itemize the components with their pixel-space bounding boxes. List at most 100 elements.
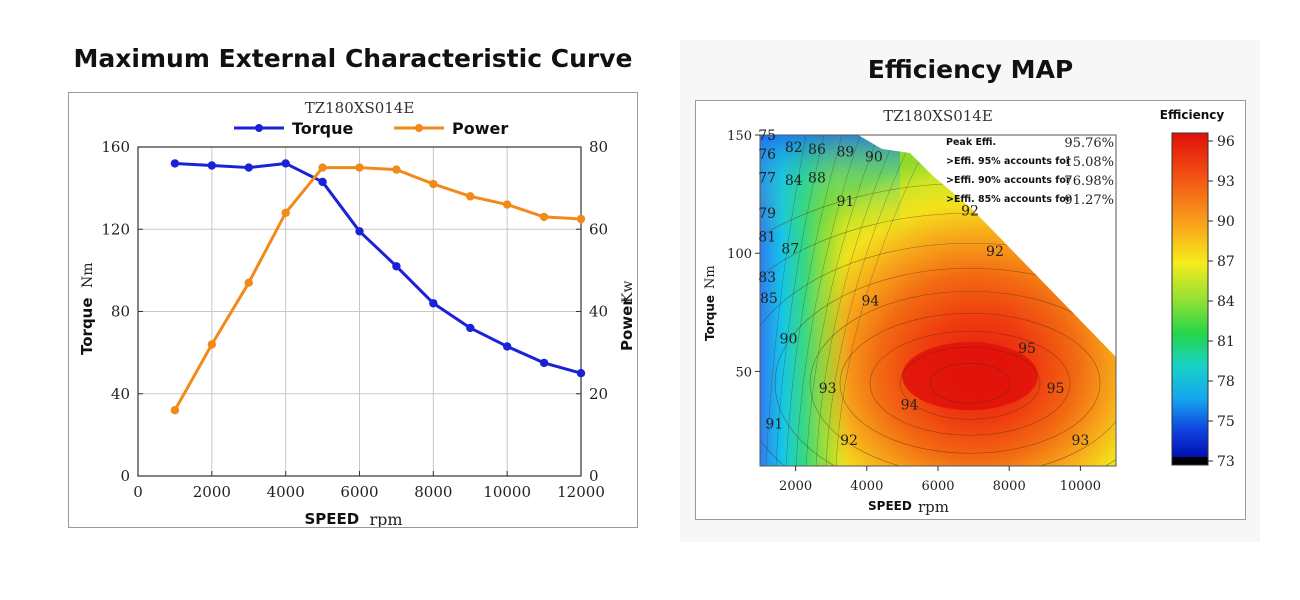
x-tick-label: 0 xyxy=(133,483,143,501)
contour-line xyxy=(795,135,861,466)
torque-power-chart: 0 2000 4000 6000 8000 10000 120000408012016002… xyxy=(78,99,636,529)
contour-label: 87 xyxy=(781,241,799,257)
contour-label: 93 xyxy=(819,381,837,397)
x-axis-unit: rpm xyxy=(370,510,403,527)
stat-value: 76.98% xyxy=(1064,174,1114,189)
low-efficiency-top-band xyxy=(760,135,900,235)
contour-label: 92 xyxy=(986,244,1004,260)
x-tick-label: 10000 xyxy=(483,483,531,501)
x-tick-label: 8000 xyxy=(993,479,1026,494)
colorbar-floor xyxy=(1172,457,1208,465)
y-left-axis-unit: Nm xyxy=(80,262,96,288)
contour-label: 88 xyxy=(808,171,826,187)
contour-label: 90 xyxy=(780,331,798,347)
contour-line xyxy=(825,135,915,466)
contour-label: 84 xyxy=(785,173,803,189)
x-tick-label: 10000 xyxy=(1060,479,1101,494)
y-right-tick-label: 60 xyxy=(589,220,608,238)
data-point-torque xyxy=(539,358,549,368)
y-tick-label: 150 xyxy=(727,129,752,144)
contour-label: 92 xyxy=(961,204,979,220)
contour-label: 79 xyxy=(758,206,776,222)
stat-label: >Effi. 95% accounts for xyxy=(946,156,1071,167)
efficiency-map-panel: 75 76 77 79 81 83 85 82 86 89 90 84 88 91 87 92 92 90 94 93… xyxy=(695,100,1246,520)
x-tick-label: 8000 xyxy=(414,483,452,501)
data-point-torque xyxy=(170,159,180,168)
contour-line xyxy=(774,267,1116,466)
contour-label: 91 xyxy=(765,416,783,432)
stat-label: Peak Effi. xyxy=(946,137,996,148)
x-tick-label: 12000 xyxy=(557,483,605,501)
map-subtitle: TZ180XS014E xyxy=(883,107,993,125)
data-point-torque xyxy=(318,177,327,187)
x-tick-label: 2000 xyxy=(779,479,812,494)
contour-line xyxy=(839,312,1101,454)
contour-label: 94 xyxy=(861,294,879,310)
contour-label: 76 xyxy=(758,147,776,163)
data-point-torque xyxy=(244,163,253,172)
y-tick-label: 50 xyxy=(735,365,752,380)
legend-label-torque: Torque xyxy=(292,119,354,138)
contour-line xyxy=(785,135,843,466)
data-point-torque xyxy=(429,299,438,308)
data-point-power xyxy=(318,163,327,172)
stat-value: 15.08% xyxy=(1064,155,1114,170)
x-tick-label: 4000 xyxy=(850,479,883,494)
data-point-torque xyxy=(466,323,475,333)
y-right-axis-unit: Kw xyxy=(620,281,636,303)
y-left-tick-label: 40 xyxy=(111,385,130,403)
contour-label: 94 xyxy=(901,398,919,414)
data-point-power xyxy=(576,214,586,224)
data-point-power xyxy=(244,278,253,287)
y-tick-label: 100 xyxy=(727,247,752,262)
series-line-torque xyxy=(174,161,582,375)
data-point-torque xyxy=(207,161,217,170)
contour-label: 90 xyxy=(865,149,883,165)
colorbar-frame xyxy=(1171,132,1209,466)
data-point-power xyxy=(502,200,512,209)
contour-label: 91 xyxy=(837,194,855,210)
contour-label: 95 xyxy=(1018,341,1036,357)
y-right-tick-label: 20 xyxy=(589,385,608,403)
efficiency-map-chart: 75 76 77 79 81 83 85 82 86 89 90 84 88 91 87 92 92 90 94 93… xyxy=(703,107,1235,516)
legend-marker-torque xyxy=(255,124,263,132)
x-axis-label: SPEED xyxy=(305,510,360,527)
colorbar-tick-label: 96 xyxy=(1217,134,1235,150)
contour-label: 83 xyxy=(758,270,776,286)
contour-line xyxy=(765,135,807,466)
data-point-torque xyxy=(502,342,512,351)
contour-line xyxy=(760,212,1116,466)
efficiency-stats: Peak Effi. 95.76% >Effi. 95% accounts for1… xyxy=(946,136,1114,208)
x-tick-label: 4000 xyxy=(267,483,305,501)
contour-label: 77 xyxy=(758,171,776,187)
torque-power-chart-panel: 0 2000 4000 6000 8000 10000 12000 0 40 80 120 160 0 2… xyxy=(68,92,638,529)
y-right-tick-label: 80 xyxy=(589,138,608,156)
data-point-power xyxy=(355,163,364,172)
x-tick-label: 6000 xyxy=(921,479,954,494)
colorbar-tick-label: 78 xyxy=(1217,374,1235,390)
y-left-tick-label: 160 xyxy=(101,138,130,156)
legend-label-power: Power xyxy=(452,119,508,138)
series-line-power xyxy=(173,166,582,411)
contour-label: 82 xyxy=(785,140,803,156)
y-left-tick-label: 0 xyxy=(120,467,130,485)
stat-label: >Effi. 85% accounts for xyxy=(946,194,1071,205)
legend-marker-power xyxy=(415,124,423,132)
colorbar-tick-label: 87 xyxy=(1217,254,1235,270)
contour-line xyxy=(899,346,1041,420)
contour-label: 89 xyxy=(837,145,855,161)
y-right-axis-label: Power xyxy=(618,298,636,351)
torque-power-chart-title: Maximum External Characteristic Curve xyxy=(73,44,633,73)
y-right-tick-label: 40 xyxy=(589,303,608,321)
stat-label: >Effi. 90% accounts for xyxy=(946,175,1071,186)
data-point-power xyxy=(281,208,290,217)
colorbar-tick-label: 81 xyxy=(1217,334,1235,350)
x-axis-unit: rpm xyxy=(918,498,949,516)
contour-line xyxy=(760,242,1116,466)
data-point-power xyxy=(392,165,401,174)
colorbar-gradient xyxy=(1172,133,1208,457)
x-axis-label: SPEED xyxy=(868,499,912,513)
contour-label: 85 xyxy=(760,291,778,307)
y-left-tick-label: 80 xyxy=(111,303,130,321)
x-tick-label: 6000 xyxy=(340,483,378,501)
